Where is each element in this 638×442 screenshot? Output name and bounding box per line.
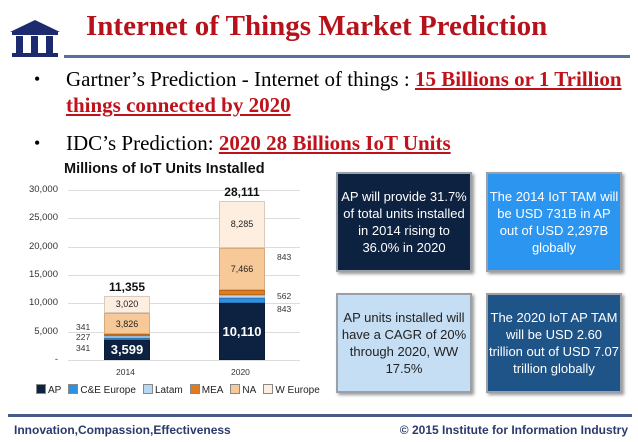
info-box-ap-share: AP will provide 31.7% of total units ins…: [336, 172, 472, 272]
y-tick-label: 25,000: [28, 212, 58, 224]
legend-swatch-icon: [230, 384, 241, 394]
segment-callout-label: 341: [76, 322, 91, 332]
bullet-highlight: 15 Billions or 1 Trillion things connect…: [66, 67, 622, 117]
y-tick-label: 10,000: [28, 297, 58, 309]
bar-segment-na: 7,466: [219, 247, 265, 290]
legend-label: NA: [242, 385, 257, 396]
bar-segment-ap: 3,599: [104, 339, 150, 360]
footer-divider: [8, 414, 632, 417]
legend-item: Latam: [142, 384, 183, 396]
segment-callout-label: 341: [76, 343, 91, 353]
segment-callout-label: 843: [277, 304, 292, 314]
y-tick-label: 30,000: [28, 184, 58, 195]
legend-swatch-icon: [36, 384, 46, 394]
gridline: [68, 331, 300, 333]
bar-segment-mea: [219, 289, 265, 295]
gridline: [68, 246, 300, 248]
footer-tagline: Innovation,Compassion,Effectiveness: [14, 423, 231, 437]
legend-item: C&E Europe: [68, 384, 136, 396]
info-box-text: AP will provide 31.7% of total units ins…: [341, 189, 467, 255]
y-tick-label: 20,000: [28, 240, 58, 252]
bar-total-label: 28,111: [224, 184, 260, 199]
bar-segment-latam: [219, 294, 265, 298]
legend-swatch-icon: [68, 384, 79, 394]
info-box-cagr: AP units installed will have a CAGR of 2…: [336, 293, 472, 393]
building-pillars-icon: [8, 18, 62, 58]
legend-swatch-icon: [189, 384, 200, 394]
info-box-2020-tam: The 2020 IoT AP TAM will be USD 2.60 tri…: [486, 293, 622, 393]
legend-label: MEA: [201, 385, 224, 396]
bar-segment-c-e-europe: [219, 297, 265, 303]
page-title: Internet of Things Market Prediction: [86, 10, 548, 42]
bullet-dot-icon: •: [34, 133, 41, 153]
bar-segment-mea: [104, 334, 150, 337]
segment-callout-label: 227: [76, 332, 91, 342]
legend-swatch-icon: [142, 384, 153, 394]
legend-label: AP: [48, 385, 62, 396]
bar-segment-w-europe: 3,020: [104, 295, 150, 313]
bar-segment-w-europe: 8,285: [219, 200, 265, 248]
segment-callout-label: 562: [277, 291, 292, 301]
y-tick-label: 15,000: [28, 269, 58, 280]
y-tick-label: 5,000: [34, 325, 58, 337]
bullet-prefix: IDC’s Prediction:: [66, 131, 219, 155]
legend-item: W Europe: [263, 384, 320, 396]
info-box-text: The 2020 IoT AP TAM will be USD 2.60 tri…: [488, 310, 620, 376]
chart-legend: AP C&E Europe Latam MEA NA W Europe: [36, 384, 320, 396]
legend-label: C&E Europe: [80, 385, 136, 396]
legend-item: NA: [230, 384, 256, 396]
y-tick-label: -: [54, 354, 58, 365]
gridline: [68, 360, 300, 361]
gridline: [68, 190, 300, 191]
gridline: [68, 275, 300, 276]
legend-label: Latam: [154, 385, 183, 396]
bar-segment-ap: 10,110: [219, 302, 265, 360]
legend-item: AP: [36, 384, 61, 396]
legend-swatch-icon: [263, 384, 274, 394]
chart-title: Millions of IoT Units Installed: [64, 161, 265, 177]
bullet-prefix: Gartner’s Prediction - Internet of thing…: [66, 67, 415, 91]
gridline: [68, 218, 300, 220]
title-divider: [64, 55, 630, 58]
bar-total-label: 11,355: [108, 279, 146, 294]
segment-callout-label: 843: [277, 252, 292, 262]
x-tick-label: 2014: [116, 367, 135, 377]
legend-label: W Europe: [275, 385, 320, 396]
bullet-dot-icon: •: [34, 69, 41, 89]
gridline: [68, 303, 300, 305]
bar-segment-na: 3,826: [104, 312, 150, 335]
bullet-highlight: 2020 28 Billions IoT Units: [218, 131, 451, 155]
x-tick-label: 2020: [231, 367, 250, 377]
info-box-text: The 2014 IoT TAM will be USD 731B in AP …: [489, 189, 619, 255]
bar-segment-latam: [104, 336, 150, 339]
footer-copyright: © 2015 Institute for Information Industr…: [399, 423, 628, 437]
info-box-text: AP units installed will have a CAGR of 2…: [341, 310, 467, 376]
legend-item: MEA: [189, 384, 224, 396]
info-box-2014-tam: The 2014 IoT TAM will be USD 731B in AP …: [486, 172, 622, 272]
